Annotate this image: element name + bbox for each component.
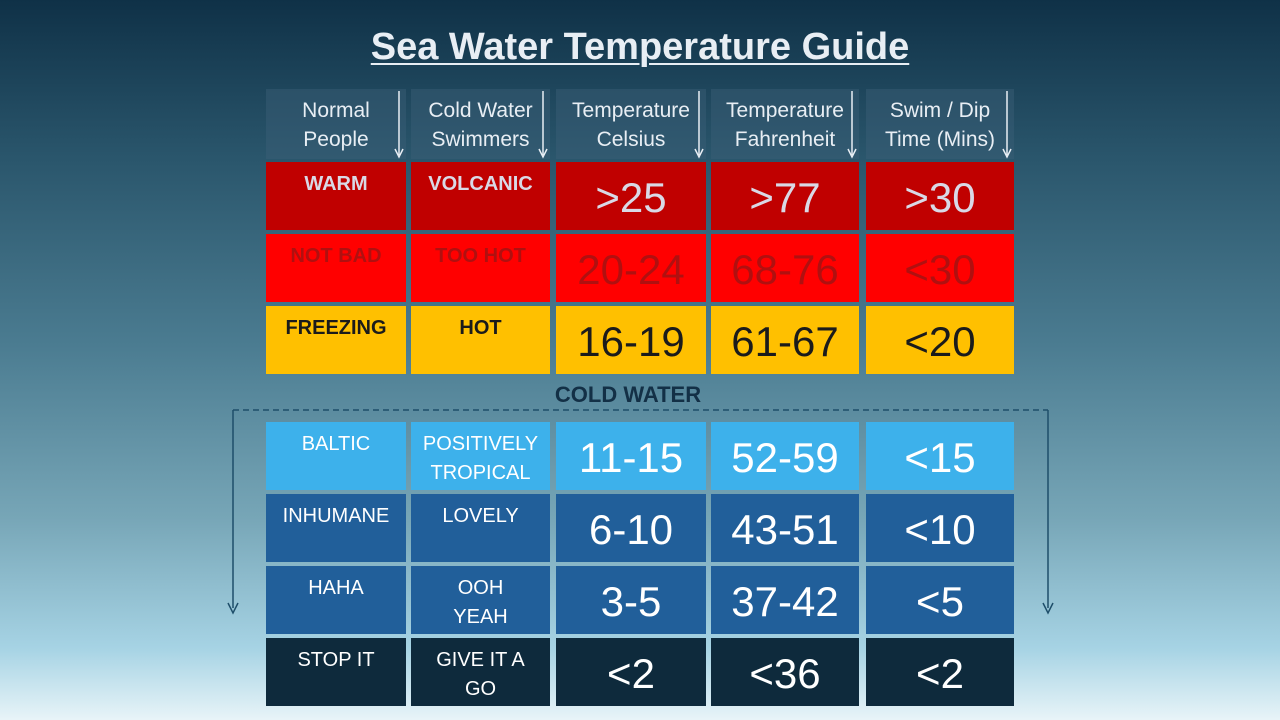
down-arrow-icon: [694, 91, 704, 159]
cold-row-1-fahrenheit: 52-59: [711, 422, 859, 490]
cold-row-1-cold-water-swimmers: POSITIVELY TROPICAL: [411, 422, 550, 490]
header-fahrenheit: Temperature Fahrenheit: [711, 89, 859, 159]
cold-row-4-normal-people: STOP IT: [266, 638, 406, 706]
warm-row-3-normal-people: FREEZING: [266, 306, 406, 374]
warm-row-1-swim-time: >30: [866, 162, 1014, 230]
warm-row-2-fahrenheit: 68-76: [711, 234, 859, 302]
header-label: Temperature Celsius: [572, 99, 690, 151]
warm-row-2-swim-time: <30: [866, 234, 1014, 302]
cold-row-4-swim-time: <2: [866, 638, 1014, 706]
warm-row-1-normal-people: WARM: [266, 162, 406, 230]
cold-row-2-swim-time: <10: [866, 494, 1014, 562]
header-label: Cold Water Swimmers: [428, 99, 533, 151]
warm-row-3-swim-time: <20: [866, 306, 1014, 374]
cold-row-1-celsius: 11-15: [556, 422, 706, 490]
cold-row-4-cold-water-swimmers: GIVE IT A GO: [411, 638, 550, 706]
cold-row-2-fahrenheit: 43-51: [711, 494, 859, 562]
header-celsius: Temperature Celsius: [556, 89, 706, 159]
header-cold-water-swimmers: Cold Water Swimmers: [411, 89, 550, 159]
cold-row-2-normal-people: INHUMANE: [266, 494, 406, 562]
warm-row-1-celsius: >25: [556, 162, 706, 230]
header-label: Normal People: [302, 99, 370, 151]
warm-row-3-cold-water-swimmers: HOT: [411, 306, 550, 374]
cold-row-1-swim-time: <15: [866, 422, 1014, 490]
cold-row-3-cold-water-swimmers: OOH YEAH: [411, 566, 550, 634]
cold-row-3-fahrenheit: 37-42: [711, 566, 859, 634]
header-label: Temperature Fahrenheit: [726, 99, 844, 151]
down-arrow-icon: [394, 91, 404, 159]
warm-row-3-celsius: 16-19: [556, 306, 706, 374]
cold-row-1-normal-people: BALTIC: [266, 422, 406, 490]
cold-row-2-cold-water-swimmers: LOVELY: [411, 494, 550, 562]
cold-row-3-swim-time: <5: [866, 566, 1014, 634]
warm-row-3-fahrenheit: 61-67: [711, 306, 859, 374]
cold-row-4-celsius: <2: [556, 638, 706, 706]
warm-row-1-fahrenheit: >77: [711, 162, 859, 230]
header-normal-people: Normal People: [266, 89, 406, 159]
down-arrow-icon: [538, 91, 548, 159]
warm-row-1-cold-water-swimmers: VOLCANIC: [411, 162, 550, 230]
cold-row-4-fahrenheit: <36: [711, 638, 859, 706]
bracket-right-arrow-icon: [1042, 602, 1054, 615]
warm-row-2-normal-people: NOT BAD: [266, 234, 406, 302]
cold-row-3-celsius: 3-5: [556, 566, 706, 634]
bracket-left-arrow-icon: [227, 602, 239, 615]
header-swim-time: Swim / Dip Time (Mins): [866, 89, 1014, 159]
down-arrow-icon: [1002, 91, 1012, 159]
warm-row-2-cold-water-swimmers: TOO HOT: [411, 234, 550, 302]
warm-row-2-celsius: 20-24: [556, 234, 706, 302]
header-label: Swim / Dip Time (Mins): [884, 99, 996, 151]
cold-row-2-celsius: 6-10: [556, 494, 706, 562]
cold-row-3-normal-people: HAHA: [266, 566, 406, 634]
cold-water-label: COLD WATER: [554, 382, 702, 407]
down-arrow-icon: [847, 91, 857, 159]
page-title: Sea Water Temperature Guide: [370, 26, 910, 68]
